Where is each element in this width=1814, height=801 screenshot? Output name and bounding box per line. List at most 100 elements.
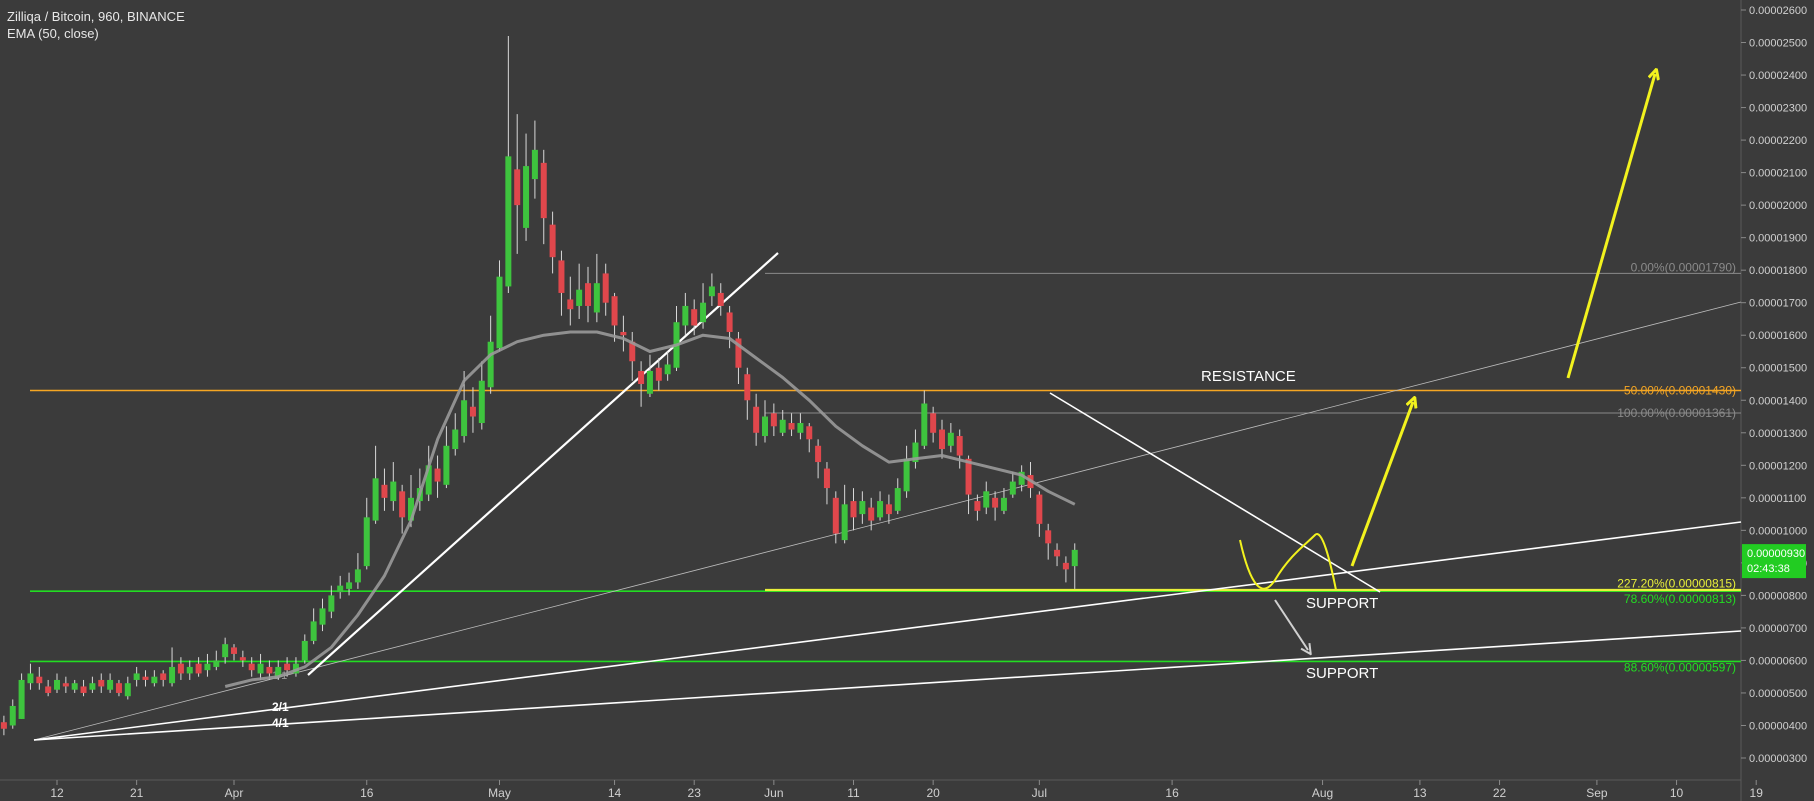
candle-down[interactable] xyxy=(231,647,237,654)
candle-up[interactable] xyxy=(779,419,786,433)
candle-up[interactable] xyxy=(947,432,954,446)
candle-down[interactable] xyxy=(514,169,521,206)
candle-down[interactable] xyxy=(36,676,43,684)
candle-up[interactable] xyxy=(700,302,707,323)
candle-down[interactable] xyxy=(992,497,999,508)
candle-up[interactable] xyxy=(319,608,326,625)
rising-trendline[interactable] xyxy=(307,252,779,676)
candle-down[interactable] xyxy=(115,683,122,693)
candle-up[interactable] xyxy=(593,283,600,313)
candle-up[interactable] xyxy=(859,501,866,515)
candle-down[interactable] xyxy=(585,283,591,306)
candle-down[interactable] xyxy=(939,429,945,450)
candle-up[interactable] xyxy=(292,663,299,674)
candle-up[interactable] xyxy=(682,305,689,326)
candle-down[interactable] xyxy=(815,445,822,463)
candle-up[interactable] xyxy=(664,364,671,375)
candle-down[interactable] xyxy=(1054,549,1061,557)
candle-up[interactable] xyxy=(425,465,432,495)
candle-down[interactable] xyxy=(850,501,857,518)
candle-up[interactable] xyxy=(124,683,131,697)
candle-up[interactable] xyxy=(762,416,768,437)
candle-down[interactable] xyxy=(832,497,839,534)
candle-up[interactable] xyxy=(363,517,370,567)
candle-down[interactable] xyxy=(45,686,52,693)
candle-up[interactable] xyxy=(841,504,848,541)
bearish-arrow[interactable] xyxy=(1274,599,1308,650)
candle-down[interactable] xyxy=(80,686,87,693)
bullish-arrow-short[interactable] xyxy=(1350,402,1413,567)
candle-up[interactable] xyxy=(1071,549,1078,567)
candle-down[interactable] xyxy=(177,663,184,674)
candle-up[interactable] xyxy=(1000,497,1007,511)
candle-down[interactable] xyxy=(284,663,291,671)
candle-up[interactable] xyxy=(452,429,459,450)
candle-down[interactable] xyxy=(381,484,388,498)
candle-down[interactable] xyxy=(98,679,105,687)
candle-up[interactable] xyxy=(71,683,78,690)
candle-up[interactable] xyxy=(354,569,361,583)
candle-up[interactable] xyxy=(27,673,34,684)
candle-up[interactable] xyxy=(921,403,928,446)
candle-up[interactable] xyxy=(257,663,264,674)
candle-down[interactable] xyxy=(655,367,662,381)
candle-up[interactable] xyxy=(478,380,485,424)
candle-down[interactable] xyxy=(717,292,724,306)
candle-down[interactable] xyxy=(965,458,972,495)
fan-line-4-1[interactable] xyxy=(33,630,1742,741)
candle-up[interactable] xyxy=(708,286,715,297)
candle-down[interactable] xyxy=(885,504,892,515)
candle-up[interactable] xyxy=(9,705,16,726)
candle-up[interactable] xyxy=(903,458,910,492)
candle-up[interactable] xyxy=(894,488,901,511)
candle-down[interactable] xyxy=(434,468,441,482)
candle-down[interactable] xyxy=(691,309,698,326)
candle-up[interactable] xyxy=(576,289,583,306)
symbol-title[interactable]: Zilliqa / Bitcoin, 960, BINANCE xyxy=(7,9,185,24)
candle-down[interactable] xyxy=(266,666,273,674)
candle-down[interactable] xyxy=(558,260,565,293)
candle-up[interactable] xyxy=(89,683,96,690)
candle-down[interactable] xyxy=(974,501,981,511)
candle-down[interactable] xyxy=(620,331,627,336)
candle-down[interactable] xyxy=(195,663,202,674)
fan-line-2-1[interactable] xyxy=(33,521,1742,741)
candle-up[interactable] xyxy=(54,679,60,690)
candle-up[interactable] xyxy=(372,478,379,521)
candle-down[interactable] xyxy=(1045,530,1052,544)
candle-up[interactable] xyxy=(912,442,919,463)
candle-down[interactable] xyxy=(0,722,7,729)
candle-up[interactable] xyxy=(310,621,317,641)
candle-up[interactable] xyxy=(337,585,344,593)
candle-down[interactable] xyxy=(160,673,167,680)
candle-down[interactable] xyxy=(868,507,875,521)
candle-up[interactable] xyxy=(1018,471,1025,485)
candle-down[interactable] xyxy=(239,657,246,661)
candle-down[interactable] xyxy=(602,273,609,303)
candle-up[interactable] xyxy=(461,400,468,437)
descending-trendline[interactable] xyxy=(1049,392,1381,593)
candle-up[interactable] xyxy=(646,370,653,394)
candle-down[interactable] xyxy=(726,312,733,332)
candle-down[interactable] xyxy=(788,423,795,430)
candle-up[interactable] xyxy=(346,582,353,589)
candle-down[interactable] xyxy=(549,224,556,258)
candle-down[interactable] xyxy=(629,341,636,362)
candle-up[interactable] xyxy=(390,481,397,502)
candle-up[interactable] xyxy=(328,595,335,612)
candle-up[interactable] xyxy=(275,666,282,677)
candle-up[interactable] xyxy=(222,644,229,658)
candle-up[interactable] xyxy=(204,663,211,671)
candle-up[interactable] xyxy=(496,276,503,349)
candle-up[interactable] xyxy=(531,149,538,180)
candle-up[interactable] xyxy=(505,156,512,287)
candle-down[interactable] xyxy=(1036,494,1043,524)
candle-up[interactable] xyxy=(186,666,193,674)
candle-down[interactable] xyxy=(469,406,476,417)
candle-down[interactable] xyxy=(62,683,69,687)
candle-down[interactable] xyxy=(611,296,618,326)
candle-up[interactable] xyxy=(151,676,158,684)
candle-up[interactable] xyxy=(18,679,25,719)
candle-up[interactable] xyxy=(213,660,220,667)
